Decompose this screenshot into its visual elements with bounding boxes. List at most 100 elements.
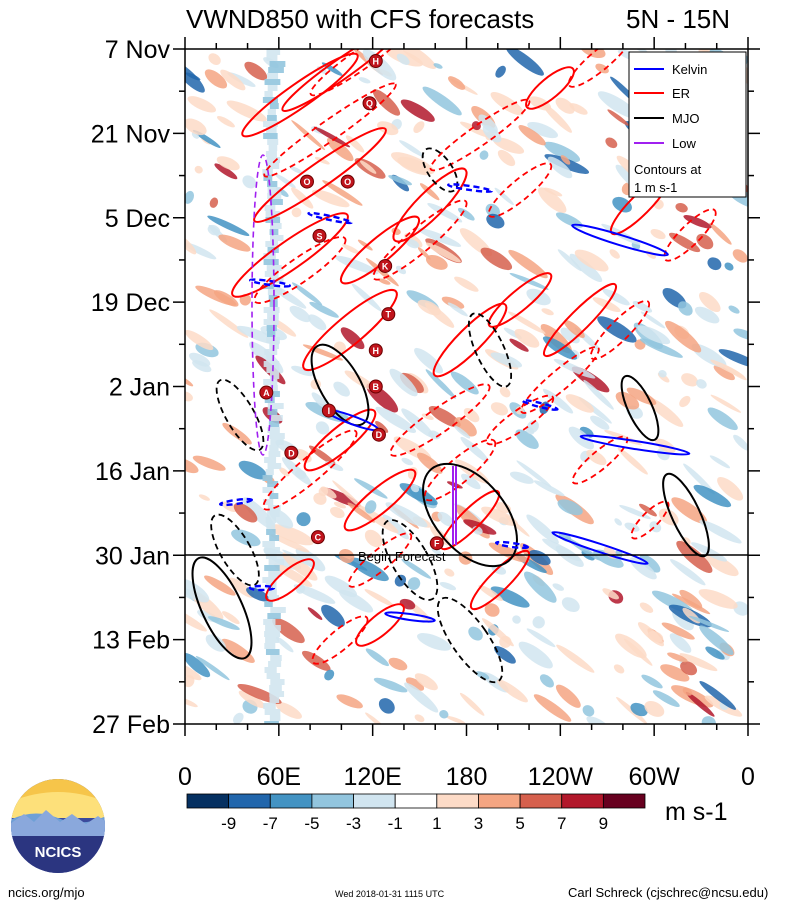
anomaly-patch bbox=[185, 696, 198, 708]
anomaly-patch bbox=[579, 49, 606, 59]
anomaly-patch bbox=[542, 388, 574, 414]
anomaly-patch bbox=[336, 694, 363, 709]
anomaly-patch bbox=[538, 187, 567, 213]
anomaly-band bbox=[269, 103, 279, 109]
anomaly-patch bbox=[385, 502, 428, 528]
anomaly-band bbox=[266, 49, 281, 55]
colorbar-swatch bbox=[561, 793, 604, 809]
x-tick-label: 0 bbox=[741, 763, 755, 791]
colorbar-label: -3 bbox=[346, 814, 361, 833]
storm-marker-letter: A bbox=[263, 388, 270, 398]
wave-contours bbox=[191, 49, 717, 684]
contour bbox=[218, 497, 254, 507]
anomaly-patch bbox=[289, 166, 303, 174]
contour bbox=[567, 49, 633, 88]
anomaly-patch bbox=[488, 542, 530, 563]
anomaly-patch bbox=[709, 222, 732, 245]
anomaly-patch bbox=[707, 407, 738, 431]
anomaly-patch bbox=[204, 575, 236, 596]
anomaly-patch bbox=[315, 421, 330, 435]
storm-marker: D bbox=[371, 427, 386, 442]
anomaly-band bbox=[267, 403, 284, 409]
anomaly-patch bbox=[398, 49, 437, 69]
contour bbox=[355, 603, 405, 647]
anomaly-patch bbox=[552, 583, 564, 591]
colorbar-swatch bbox=[311, 793, 354, 809]
storm-markers: H Q O O S K T H A B I D D C F bbox=[259, 54, 444, 551]
anomaly-patch bbox=[459, 692, 485, 716]
anomaly-patch bbox=[296, 512, 311, 527]
anomaly-patch bbox=[518, 125, 546, 146]
anomaly-patch bbox=[679, 589, 703, 609]
storm-marker-letter: B bbox=[373, 382, 380, 392]
anomaly-patch bbox=[532, 616, 545, 629]
anomaly-patch bbox=[275, 636, 294, 653]
storm-marker: S bbox=[312, 228, 327, 243]
anomaly-patch bbox=[270, 524, 314, 546]
anomaly-patch bbox=[676, 540, 713, 574]
anomaly-patch bbox=[533, 480, 565, 497]
anomaly-patch bbox=[414, 673, 438, 691]
anomaly-patch bbox=[490, 586, 530, 608]
anomaly-patch bbox=[705, 554, 739, 577]
contour bbox=[253, 236, 347, 304]
anomaly-patch bbox=[326, 137, 354, 162]
anomaly-patch bbox=[732, 249, 748, 263]
anomaly-band bbox=[267, 85, 278, 91]
anomaly-patch bbox=[185, 578, 210, 603]
contour bbox=[439, 489, 501, 551]
anomaly-band bbox=[262, 541, 275, 547]
anomaly-patch bbox=[274, 173, 296, 189]
x-tick-label: 60W bbox=[628, 763, 680, 791]
anomaly-patch bbox=[217, 115, 235, 128]
anomaly-patch bbox=[216, 156, 240, 171]
colorbar-label: 9 bbox=[599, 814, 608, 833]
y-tick-label: 21 Nov bbox=[91, 120, 171, 148]
contour bbox=[384, 611, 436, 623]
anomaly-patch bbox=[678, 301, 693, 316]
anomaly-patch bbox=[525, 426, 535, 435]
anomaly-patch bbox=[699, 680, 737, 710]
contour bbox=[343, 468, 417, 532]
anomaly-patch bbox=[208, 53, 221, 65]
anomaly-patch bbox=[693, 484, 732, 508]
contour bbox=[263, 82, 397, 178]
contour bbox=[231, 212, 349, 298]
anomaly-patch bbox=[198, 494, 210, 501]
anomaly-patch bbox=[555, 97, 575, 114]
anomaly-band bbox=[268, 559, 285, 565]
anomaly-band bbox=[266, 55, 278, 61]
anomaly-patch bbox=[660, 664, 690, 682]
anomaly-patch bbox=[461, 473, 481, 490]
anomaly-patch bbox=[425, 254, 448, 270]
anomaly-patch bbox=[205, 634, 227, 652]
anomaly-patch bbox=[590, 415, 610, 430]
contour bbox=[620, 374, 660, 442]
anomaly-band bbox=[267, 73, 279, 79]
anomaly-patch bbox=[496, 679, 528, 703]
anomaly-patch bbox=[574, 249, 609, 272]
anomaly-patch bbox=[557, 499, 583, 516]
anomaly-patch bbox=[561, 597, 580, 613]
anomaly-patch bbox=[221, 501, 238, 513]
axis-ticks bbox=[173, 37, 760, 736]
anomaly-patch bbox=[680, 661, 698, 676]
contour bbox=[485, 394, 555, 446]
anomaly-patch bbox=[195, 655, 230, 681]
anomaly-patch bbox=[333, 501, 346, 509]
anomaly-patch bbox=[425, 242, 461, 263]
storm-marker-dot bbox=[368, 343, 383, 358]
anomaly-band bbox=[264, 721, 279, 724]
anomaly-patch bbox=[543, 141, 581, 162]
anomaly-band bbox=[269, 691, 285, 697]
anomaly-band bbox=[269, 697, 280, 703]
anomaly-patch bbox=[661, 622, 695, 640]
anomaly-patch bbox=[569, 253, 603, 283]
anomaly-patch bbox=[324, 669, 335, 681]
anomaly-band bbox=[263, 499, 274, 505]
anomaly-patch bbox=[709, 455, 731, 469]
anomaly-patch bbox=[272, 617, 305, 644]
anomaly-patch bbox=[637, 622, 665, 647]
anomaly-patch bbox=[388, 657, 408, 671]
anomaly-patch bbox=[542, 103, 572, 133]
